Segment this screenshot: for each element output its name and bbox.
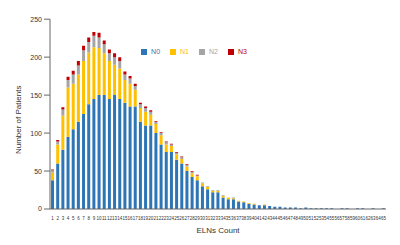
svg-text:65: 65	[381, 216, 387, 221]
svg-text:50: 50	[34, 168, 42, 175]
html-text:N3: N3	[238, 48, 247, 55]
svg-text:100: 100	[30, 130, 42, 137]
svg-text:4: 4	[67, 216, 70, 221]
svg-text:2: 2	[56, 216, 59, 221]
svg-text:3: 3	[62, 216, 65, 221]
svg-text:Number of Patients: Number of Patients	[14, 86, 23, 154]
svg-text:5: 5	[72, 216, 75, 221]
svg-text:0: 0	[38, 205, 42, 212]
svg-text:6: 6	[77, 216, 80, 221]
svg-text:8: 8	[88, 216, 91, 221]
svg-text:1: 1	[51, 216, 54, 221]
html-text:N2: N2	[209, 48, 218, 55]
svg-text:200: 200	[30, 54, 42, 61]
svg-text:ELNs Count: ELNs Count	[196, 226, 240, 235]
html-text:N1: N1	[180, 48, 189, 55]
html-text:N0: N0	[151, 48, 160, 55]
svg-text:150: 150	[30, 92, 42, 99]
svg-text:250: 250	[30, 16, 42, 23]
svg-text:7: 7	[82, 216, 85, 221]
html-text:10 11 12 13 14 15 16 17 18 19: 10 11 12 13 14 15 16 17 18 19 20 21 22 2…	[96, 216, 381, 222]
svg-text:9: 9	[93, 216, 96, 221]
